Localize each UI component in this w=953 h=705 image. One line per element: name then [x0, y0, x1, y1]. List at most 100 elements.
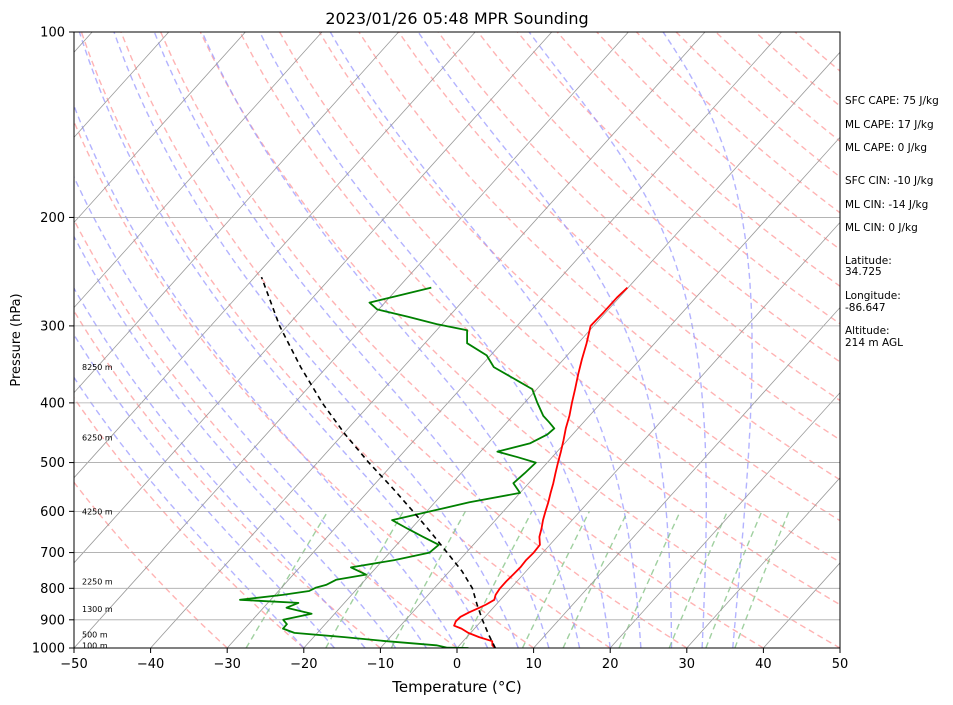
altitude-value: 214 m AGL [845, 337, 903, 349]
x-tick-label: 50 [832, 657, 849, 672]
height-label: 4250 m [82, 507, 113, 516]
dry-adiabat [477, 32, 840, 363]
moist-adiabat [74, 103, 458, 648]
dry-adiabat [516, 32, 840, 325]
dewpoint-line [239, 286, 556, 648]
height-label: 1300 m [82, 605, 113, 614]
y-tick-label: 900 [40, 613, 65, 628]
isotherm [380, 136, 840, 648]
y-tick-label: 300 [40, 319, 65, 334]
dry-adiabat [239, 32, 840, 606]
height-label: 6250 m [82, 433, 113, 442]
moist-adiabat [528, 32, 707, 648]
mixing-ratio-line [668, 511, 729, 648]
latitude-value: 34.725 [845, 266, 882, 278]
isotherm [74, 32, 553, 564]
mixing-ratio-line [245, 510, 329, 648]
sfc-cape-text: SFC CAPE: 75 J/kg [845, 95, 939, 107]
x-tick-label: 0 [453, 657, 461, 672]
moist-adiabat [113, 32, 519, 648]
ml-cape-text-2: ML CAPE: 0 J/kg [845, 142, 927, 154]
height-label: 2250 m [82, 578, 113, 587]
isotherm [74, 32, 476, 479]
stats-panel: SFC CAPE: 75 J/kg ML CAPE: 17 J/kg ML CA… [845, 95, 939, 349]
y-tick-label: 1000 [32, 642, 65, 657]
parcel-line [260, 276, 497, 648]
dry-adiabat [80, 32, 611, 648]
y-tick-label: 500 [40, 456, 65, 471]
dry-adiabat [74, 218, 458, 648]
isotherm [686, 477, 840, 648]
isotherm [150, 32, 706, 648]
y-tick-label: 800 [40, 582, 65, 597]
dry-adiabat [74, 481, 228, 648]
x-tick-label: −10 [367, 657, 394, 672]
x-tick-label: −20 [290, 657, 317, 672]
moist-adiabat [417, 32, 673, 648]
height-label: 8250 m [82, 363, 113, 372]
height-labels: 8250 m 6250 m 4250 m 2250 m 1300 m 500 m 100 m [82, 363, 113, 650]
moist-adiabat [74, 175, 427, 648]
ml-cape-text-1: ML CAPE: 17 J/kg [845, 119, 934, 131]
ml-cin-text-2: ML CIN: 0 J/kg [845, 222, 918, 234]
moist-adiabat [153, 32, 550, 648]
mixing-ratio-line [461, 510, 533, 648]
isotherm [303, 51, 840, 648]
mixing-ratio-line [734, 511, 790, 648]
isotherm [226, 32, 782, 648]
pressure-grid [74, 217, 840, 621]
y-axis-label: Pressure (hPa) [9, 293, 24, 386]
moist-adiabat [259, 32, 611, 648]
series-layer [239, 276, 629, 648]
x-tick-label: −30 [213, 657, 240, 672]
moist-adiabat [74, 286, 366, 648]
height-label: 500 m [82, 630, 108, 639]
dry-adiabat [74, 309, 381, 648]
y-tick-label: 400 [40, 396, 65, 411]
y-tick-label: 100 [40, 26, 65, 41]
y-axis-ticks: 1000 900 800 700 600 500 400 300 200 100 [32, 26, 74, 657]
dry-adiabat [437, 32, 840, 402]
x-tick-label: 40 [755, 657, 772, 672]
mixing-ratio-line [325, 510, 405, 648]
latitude-label: Latitude: [845, 255, 892, 267]
dry-adiabat [278, 32, 840, 563]
moist-adiabat [201, 32, 581, 648]
moist-adiabat [74, 235, 397, 648]
sfc-cin-text: SFC CIN: -10 J/kg [845, 175, 933, 187]
height-label: 100 m [82, 641, 108, 650]
mixing-ratio-line [390, 510, 467, 648]
isotherm [456, 221, 840, 648]
x-axis-label: Temperature (°C) [391, 678, 521, 696]
plot-frame [73, 31, 841, 649]
x-tick-label: −50 [60, 657, 87, 672]
dry-adiabat [74, 119, 535, 648]
y-tick-label: 700 [40, 546, 65, 561]
x-tick-label: −40 [137, 657, 164, 672]
longitude-label: Longitude: [845, 290, 901, 302]
isotherm [74, 32, 399, 394]
altitude-label: Altitude: [845, 325, 890, 337]
isotherm [533, 306, 840, 648]
isotherm [74, 32, 170, 138]
moist-adiabat [78, 32, 489, 648]
dry-adiabat [318, 32, 840, 522]
x-tick-label: 10 [525, 657, 542, 672]
y-tick-label: 600 [40, 505, 65, 520]
moist-adiabat [329, 32, 642, 648]
isotherm [74, 32, 323, 309]
mixing-ratio-line [521, 510, 591, 648]
temperature-line [453, 286, 629, 648]
x-tick-label: 20 [602, 657, 619, 672]
isotherm [74, 32, 246, 224]
isotherm [609, 392, 840, 648]
ml-cin-text-1: ML CIN: -14 J/kg [845, 199, 928, 211]
x-tick-label: 30 [679, 657, 696, 672]
dry-adiabat [120, 32, 688, 648]
dry-adiabat [199, 32, 840, 648]
background-lines [74, 32, 840, 648]
isotherm [74, 32, 629, 648]
dry-adiabat [74, 396, 305, 648]
chart-title: 2023/01/26 05:48 MPR Sounding [325, 9, 588, 28]
